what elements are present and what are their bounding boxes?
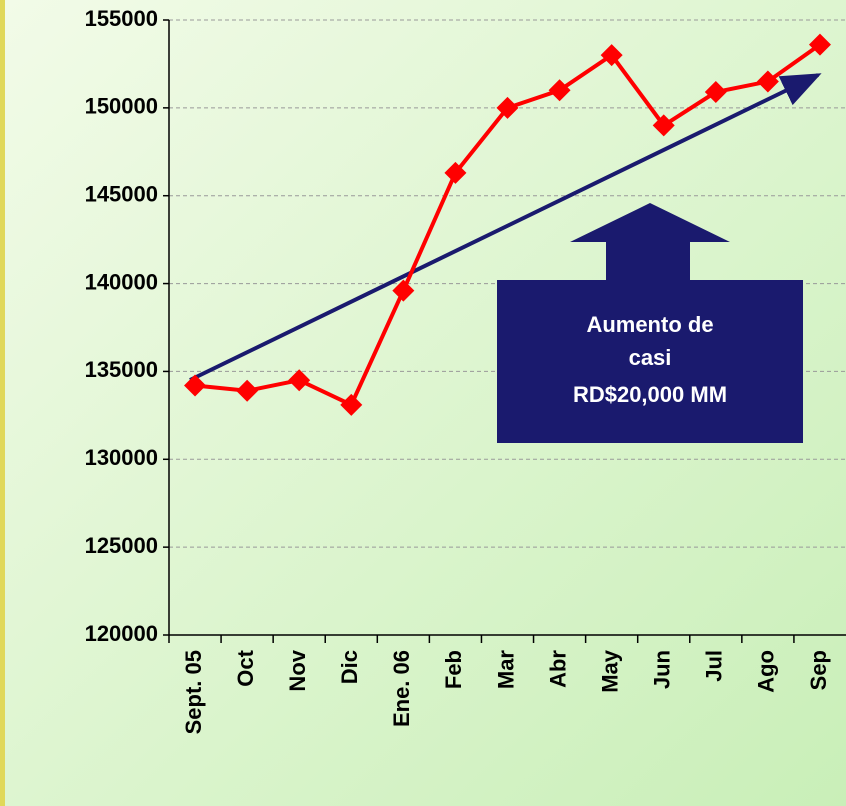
x-tick-label: Ago [754, 650, 779, 693]
x-tick-label: Sept. 05 [181, 650, 206, 734]
annotation-text: casi [629, 345, 672, 370]
annotation-text: RD$20,000 MM [573, 382, 727, 407]
x-tick-label: May [597, 649, 622, 693]
x-tick-label: Dic [337, 650, 362, 684]
data-point [704, 81, 727, 104]
y-tick-label: 125000 [85, 533, 158, 558]
y-tick-label: 120000 [85, 621, 158, 646]
x-tick-label: Oct [233, 649, 258, 686]
annotation-box [497, 203, 803, 443]
y-tick-label: 145000 [85, 182, 158, 207]
y-tick-label: 135000 [85, 357, 158, 382]
data-point [340, 393, 363, 416]
x-tick-label: Abr [545, 650, 570, 688]
data-point [236, 379, 259, 402]
data-point [756, 70, 779, 93]
data-point [288, 369, 311, 392]
left-strip [0, 0, 5, 806]
x-tick-label: Nov [285, 649, 310, 691]
data-point [496, 96, 519, 119]
data-point [808, 33, 831, 56]
data-point [652, 114, 675, 137]
y-tick-label: 150000 [85, 94, 158, 119]
trend-arrow [189, 73, 822, 382]
x-tick-label: Sep [806, 650, 831, 690]
data-point [392, 279, 415, 302]
data-point [548, 79, 571, 102]
y-tick-label: 140000 [85, 269, 158, 294]
x-tick-label: Feb [441, 650, 466, 689]
annotation-text: Aumento de [586, 312, 713, 337]
y-tick-label: 130000 [85, 445, 158, 470]
y-tick-label: 155000 [85, 6, 158, 31]
data-point [184, 374, 207, 397]
x-tick-label: Mar [493, 650, 518, 690]
x-tick-label: Jun [650, 650, 675, 689]
data-point [444, 161, 467, 184]
data-point [600, 44, 623, 67]
x-tick-label: Jul [702, 650, 727, 682]
x-tick-label: Ene. 06 [389, 650, 414, 727]
